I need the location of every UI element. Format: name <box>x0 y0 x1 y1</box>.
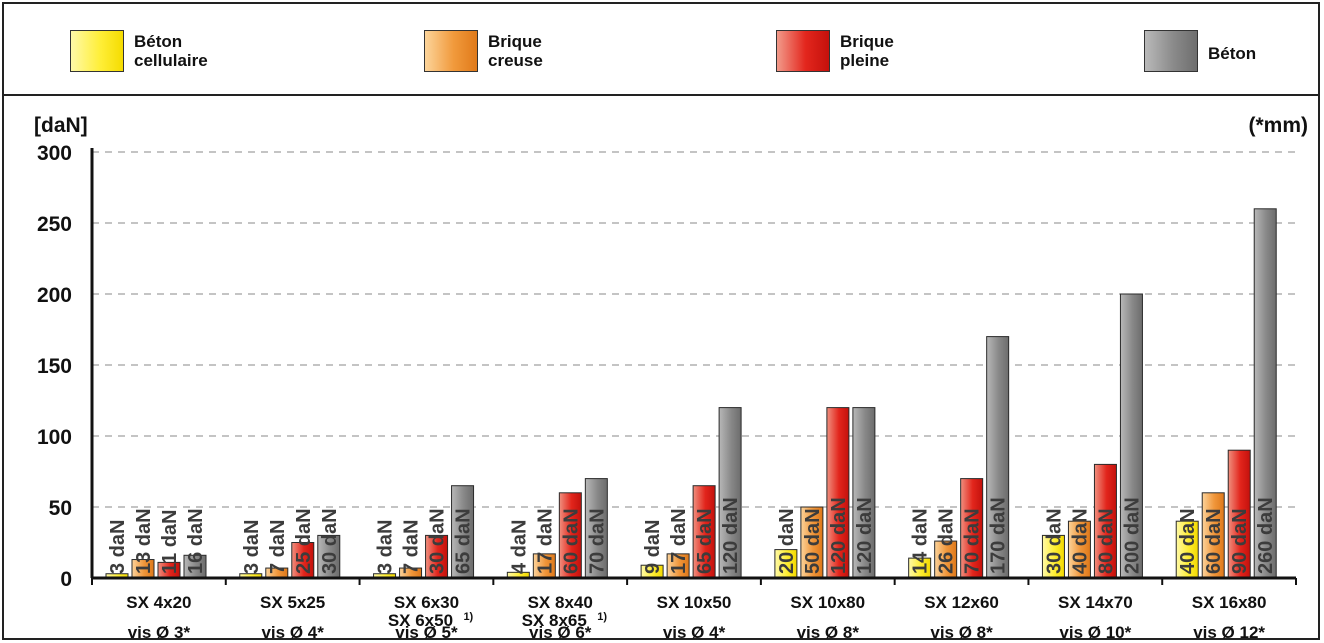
bar-value-label: 17 daN <box>668 508 690 574</box>
bar-value-label: 65 daN <box>453 508 475 574</box>
legend-label-solid-brick: Brique pleine <box>840 32 894 70</box>
screw-label: vis Ø 8* <box>930 623 993 642</box>
bar-value-label: 16 daN <box>185 508 207 574</box>
y-tick-label: 300 <box>37 142 72 165</box>
screw-label: vis Ø 4* <box>261 623 324 642</box>
screw-label: vis Ø 5* <box>395 623 458 642</box>
category-label: SX 16x80 <box>1192 593 1267 612</box>
bar-value-label: 3 daN <box>375 520 397 574</box>
bar-value-label: 11 daN <box>159 510 181 574</box>
bar-value-label: 14 daN <box>910 508 932 574</box>
bar-value-label: 200 daN <box>1121 497 1143 574</box>
screw-label: vis Ø 3* <box>128 623 191 642</box>
bar-value-label: 3 daN <box>107 520 129 574</box>
bar-value-label: 120 daN <box>828 497 850 574</box>
screw-label: vis Ø 6* <box>529 623 592 642</box>
footnote-marker: 1) <box>597 611 607 623</box>
category-label: SX 12x60 <box>924 593 999 612</box>
screw-label: vis Ø 4* <box>663 623 726 642</box>
category-label-secondary: SX 6x50 <box>388 611 453 630</box>
bar-value-label: 30 daN <box>319 508 341 574</box>
bar-value-label: 120 daN <box>720 497 742 574</box>
screw-label: vis Ø 10* <box>1059 623 1131 642</box>
legend-item-hollow-brick: Brique creuse <box>424 30 543 72</box>
bar-value-label: 25 daN <box>293 508 315 574</box>
bar-value-label: 50 daN <box>802 508 824 574</box>
legend-swatch-aerated-concrete <box>70 30 124 72</box>
bars <box>105 208 1277 579</box>
y-tick-labels: 0 50 100 150 200 250 300 <box>37 142 72 591</box>
bar-value-label: 7 daN <box>267 520 289 574</box>
bar-value-label: 3 daN <box>241 520 263 574</box>
bar-value-label: 70 daN <box>586 508 608 574</box>
bar-value-labels: 3 daN 3 daN 3 daN 4 daN 9 daN 20 daN 14 daN 30 … <box>107 497 1277 574</box>
y-tick-label: 0 <box>60 568 72 591</box>
y-tick-label: 150 <box>37 355 72 378</box>
legend: Béton cellulaire Brique creuse Brique pl… <box>4 4 1318 96</box>
legend-label-aerated-concrete: Béton cellulaire <box>134 32 208 70</box>
footnote-marker: 1) <box>463 611 473 623</box>
legend-item-solid-brick: Brique pleine <box>776 30 894 72</box>
category-label-secondary: SX 8x65 <box>522 611 587 630</box>
screw-label: vis Ø 12* <box>1193 623 1265 642</box>
bar-value-label: 65 daN <box>694 508 716 574</box>
category-label: SX 10x80 <box>790 593 865 612</box>
bar-value-label: 40 daN <box>1069 508 1091 574</box>
category-label: SX 6x30 <box>394 593 459 612</box>
bar-value-label: 20 daN <box>776 508 798 574</box>
unit-note: (*mm) <box>1248 114 1308 137</box>
y-tick-label: 200 <box>37 284 72 307</box>
y-tick-label: 250 <box>37 213 72 236</box>
category-label: SX 14x70 <box>1058 593 1133 612</box>
bar-value-label: 90 daN <box>1229 508 1251 574</box>
bar-value-label: 70 daN <box>962 508 984 574</box>
legend-item-concrete: Béton <box>1144 30 1256 72</box>
bar-value-label: 60 daN <box>1203 508 1225 574</box>
screw-label: vis Ø 8* <box>797 623 860 642</box>
legend-item-aerated-concrete: Béton cellulaire <box>70 30 208 72</box>
category-label: SX 10x50 <box>657 593 732 612</box>
y-tick-label: 100 <box>37 426 72 449</box>
axes <box>90 148 1297 585</box>
bar-value-label: 7 daN <box>401 520 423 574</box>
bar-value-label: 120 daN <box>854 497 876 574</box>
gridlines <box>92 151 1296 508</box>
legend-swatch-solid-brick <box>776 30 830 72</box>
bar-value-label: 13 daN <box>133 508 155 574</box>
bar-value-label: 60 daN <box>560 508 582 574</box>
legend-label-concrete: Béton <box>1208 43 1257 63</box>
bar-value-label: 80 daN <box>1095 508 1117 574</box>
y-tick-label: 50 <box>49 497 72 520</box>
bar-value-label: 260 daN <box>1255 497 1277 574</box>
legend-label-hollow-brick: Brique creuse <box>488 32 543 70</box>
y-axis-label: [daN] <box>34 114 88 137</box>
bar-value-label: 17 daN <box>534 508 556 574</box>
legend-swatch-concrete <box>1144 30 1198 72</box>
bar-value-label: 30 daN <box>1043 508 1065 574</box>
bar-value-label: 30 daN <box>427 508 449 574</box>
bar-value-label: 40 daN <box>1177 508 1199 574</box>
bar-value-label: 26 daN <box>936 508 958 574</box>
bar-value-label: 4 daN <box>508 520 530 574</box>
bar-value-label: 9 daN <box>642 520 664 574</box>
category-label: SX 4x20 <box>126 593 191 612</box>
legend-swatch-hollow-brick <box>424 30 478 72</box>
bar-value-label: 170 daN <box>988 497 1010 574</box>
category-label: SX 8x40 <box>528 593 593 612</box>
category-label: SX 5x25 <box>260 593 325 612</box>
